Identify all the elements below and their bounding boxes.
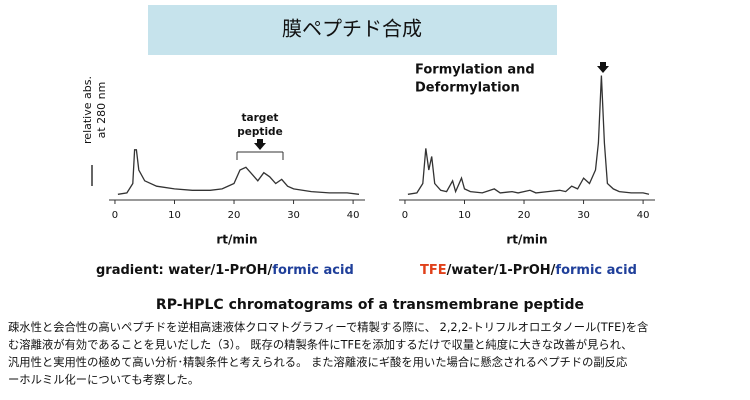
caption-part: formic acid bbox=[555, 263, 636, 278]
y-axis-title: relative abs. bbox=[81, 76, 94, 144]
figure-caption: RP-HPLC chromatograms of a transmembrane… bbox=[156, 297, 584, 313]
caption-part: TFE bbox=[420, 263, 447, 278]
x-tick-label: 20 bbox=[518, 210, 531, 221]
paragraph-line: 疎水性と会合性の高いペプチドを逆相高速液体クロマトグラフィーで精製する際に、 2… bbox=[8, 320, 648, 334]
x-tick-label: 10 bbox=[458, 210, 471, 221]
trace bbox=[407, 75, 650, 195]
trace bbox=[117, 149, 360, 195]
x-tick-label: 30 bbox=[577, 210, 590, 221]
chart-caption: gradient: water/1-PrOH/formic acid bbox=[96, 263, 354, 278]
paragraph-line: む溶離液が有効であることを見いだした（3）。 既存の精製条件にTFEを添加するだ… bbox=[8, 338, 632, 352]
x-axis-title: rt/min bbox=[216, 233, 257, 247]
arrow bbox=[597, 62, 609, 73]
paragraph-line: ーホルミル化ーについても考察した。 bbox=[8, 373, 199, 387]
x-tick-label: 40 bbox=[347, 210, 360, 221]
caption-part: formic acid bbox=[272, 263, 353, 278]
paragraph-line: 汎用性と実用性の極めて高い分析･精製条件と考えられる。 また溶離液にギ酸を用いた… bbox=[8, 355, 627, 369]
header-box bbox=[148, 5, 557, 55]
x-tick-label: 0 bbox=[112, 210, 118, 221]
chart-caption: TFE/water/1-PrOH/formic acid bbox=[420, 263, 637, 278]
header-title: 膜ペプチド合成 bbox=[282, 17, 422, 41]
x-tick-label: 10 bbox=[168, 210, 181, 221]
caption-part: /water/1-PrOH/ bbox=[447, 263, 556, 278]
annotation: peptide bbox=[237, 126, 282, 138]
y-axis-title: at 280 nm bbox=[95, 82, 108, 139]
annotation: Deformylation bbox=[415, 81, 520, 96]
annotation: Formylation and bbox=[415, 63, 535, 78]
x-tick-label: 20 bbox=[228, 210, 241, 221]
arrow bbox=[254, 139, 266, 150]
annotation: target bbox=[242, 112, 279, 124]
x-tick-label: 30 bbox=[287, 210, 300, 221]
x-tick-label: 0 bbox=[402, 210, 408, 221]
caption-part: gradient: water/1-PrOH/ bbox=[96, 263, 273, 278]
x-tick-label: 40 bbox=[637, 210, 650, 221]
x-axis-title: rt/min bbox=[506, 233, 547, 247]
